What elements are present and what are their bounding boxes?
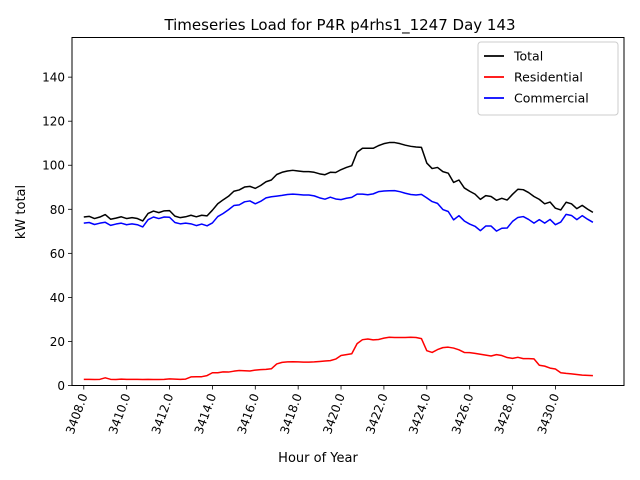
- y-tick-label: 80: [50, 203, 65, 217]
- y-tick-label: 20: [50, 335, 65, 349]
- legend-label-commercial: Commercial: [514, 91, 589, 106]
- legend: Total Residential Commercial: [477, 41, 619, 116]
- series-line-total: [83, 141, 594, 222]
- y-tick-label: 140: [42, 71, 65, 85]
- chart-title: Timeseries Load for P4R p4rhs1_1247 Day …: [163, 16, 515, 35]
- y-tick-label: 40: [50, 291, 65, 305]
- y-tick-label: 0: [57, 379, 65, 393]
- y-axis-label: kW total: [14, 185, 29, 239]
- series-line-residential: [83, 336, 593, 381]
- y-axis: 0 20 40 60 80 100 120 140: [42, 71, 72, 393]
- y-tick-label: 120: [42, 115, 65, 129]
- plot-frame: [71, 37, 625, 386]
- series-layer: [83, 141, 594, 381]
- y-tick-label: 100: [42, 159, 65, 173]
- series-line-commercial: [83, 189, 594, 232]
- legend-label-residential: Residential: [514, 70, 583, 85]
- legend-box: [477, 41, 619, 116]
- y-tick-label: 60: [50, 247, 65, 261]
- x-axis-label: Hour of Year: [278, 451, 358, 466]
- legend-label-total: Total: [513, 49, 543, 64]
